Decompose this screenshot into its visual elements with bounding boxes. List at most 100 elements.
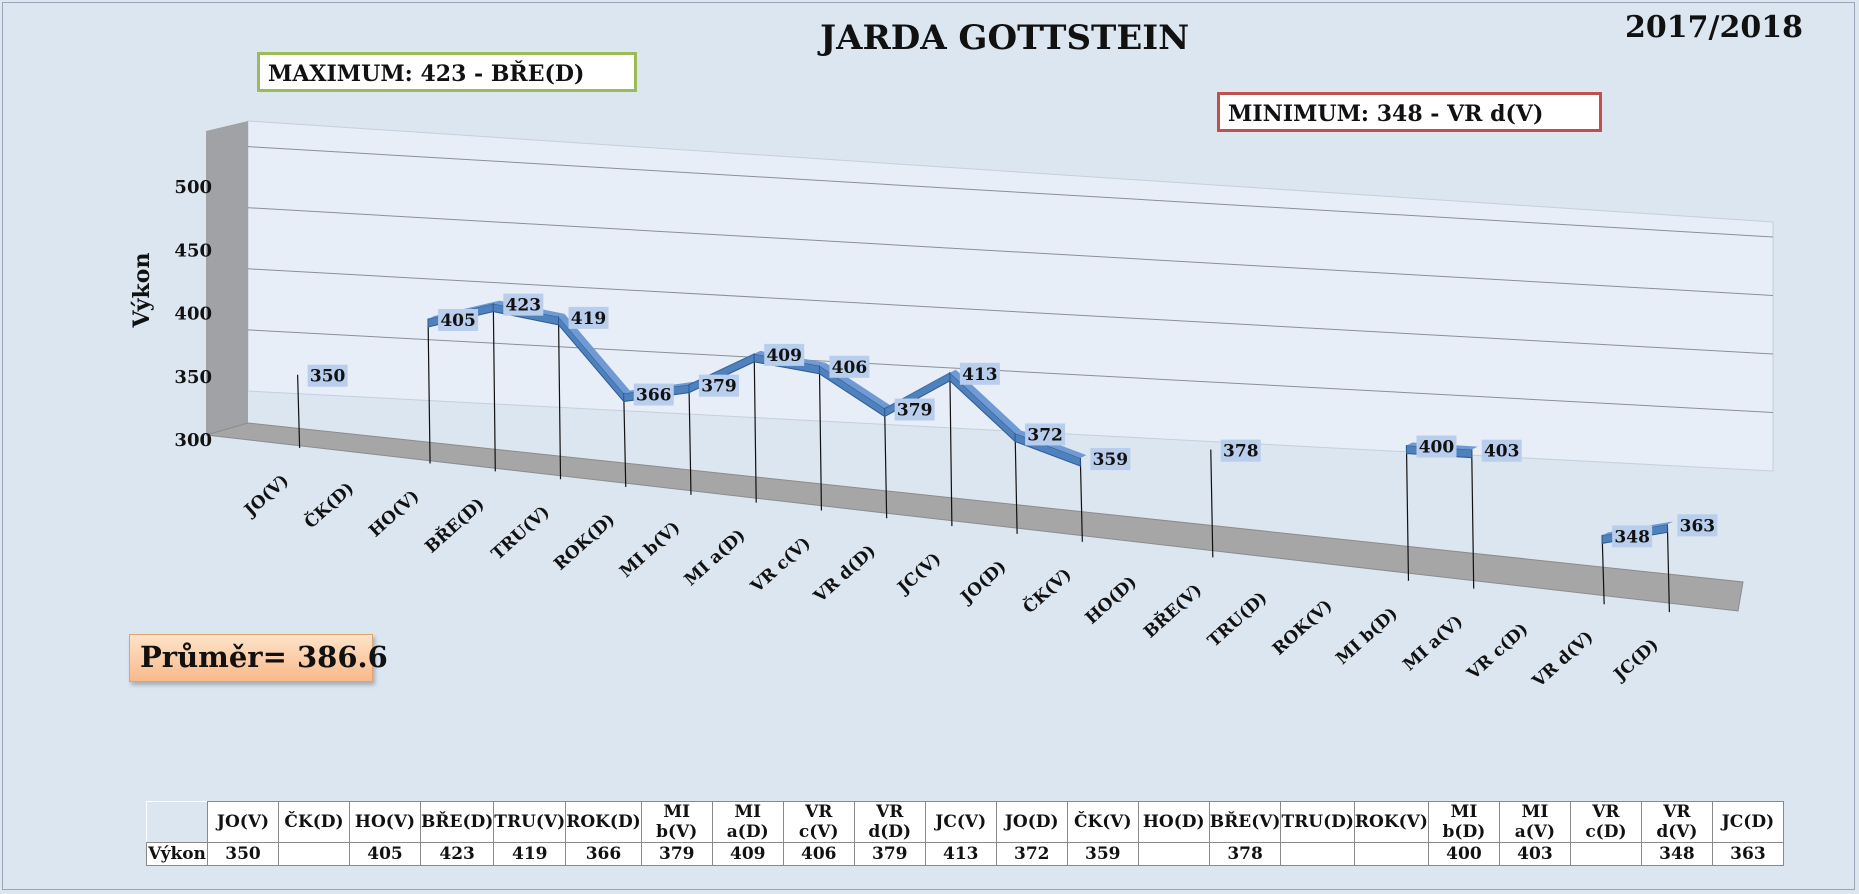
data-table-row-label: Výkon <box>146 842 208 866</box>
y-tick-label: 400 <box>174 304 212 325</box>
data-table-value-cell: 350 <box>207 842 279 866</box>
gridlines <box>247 146 1774 413</box>
data-table: JO(V) ČK(D) HO(V) BŘE(D) TRU(V) ROK(D) MI b(V)… <box>146 801 1784 866</box>
data-label-bg <box>1612 525 1653 548</box>
gridline <box>247 268 1774 355</box>
x-tick-label: VR c(D) <box>1463 619 1532 684</box>
x-tick-label: MI a(D) <box>681 525 750 590</box>
data-label-bg <box>633 383 674 406</box>
drop-line <box>492 303 496 472</box>
data-table-value-cell: 413 <box>924 842 997 866</box>
drop-line <box>1666 524 1670 613</box>
data-table-header-cell: VR d(V) <box>1640 801 1713 843</box>
data-label-bg <box>1025 423 1066 446</box>
minimum-box: MINIMUM: 348 - VR d(V) <box>1217 92 1602 132</box>
maximum-box: MAXIMUM: 423 - BŘE(D) <box>257 52 637 92</box>
series-segment-top <box>558 313 630 394</box>
data-label: 350 <box>310 367 346 387</box>
data-label: 372 <box>1027 425 1063 445</box>
drop-line <box>753 353 757 503</box>
data-label: 413 <box>962 365 998 385</box>
data-table-value-cell: 363 <box>1711 842 1784 866</box>
data-label: 423 <box>506 296 542 316</box>
x-tick-label: BŘE(D) <box>421 493 489 557</box>
x-tick-label: JC(V) <box>893 549 946 599</box>
y-tick-label: 350 <box>174 367 212 388</box>
data-label: 405 <box>440 311 476 331</box>
x-tick-label: HO(D) <box>1082 572 1141 628</box>
data-table-value-cell: 378 <box>1208 842 1282 866</box>
drop-line <box>1210 449 1214 558</box>
drop-line <box>427 318 431 464</box>
x-tick-label: ROK(V) <box>1269 596 1337 660</box>
x-tick-label: TRU(V) <box>488 502 554 564</box>
data-table-header-cell: MI a(D) <box>711 801 784 843</box>
data-label: 378 <box>1223 442 1259 462</box>
data-table-header-cell: MI a(V) <box>1498 801 1571 843</box>
data-table-header-cell: JC(D) <box>1711 801 1784 843</box>
data-table-value-cell: 372 <box>995 842 1068 866</box>
data-label-bg <box>959 362 1000 385</box>
data-table-value-cell: 405 <box>349 842 421 866</box>
gridline <box>247 207 1774 296</box>
data-table-header-cell: MI b(D) <box>1427 801 1500 843</box>
gridline <box>247 329 1774 413</box>
data-label: 359 <box>1093 450 1129 470</box>
data-table-value-cell: 419 <box>493 842 567 866</box>
data-table-header-cell: ČK(V) <box>1066 801 1139 843</box>
data-table-value-cell: 403 <box>1498 842 1571 866</box>
data-table-value-cell <box>1280 842 1355 866</box>
x-tick-label: TRU(D) <box>1204 588 1271 651</box>
data-label: 366 <box>636 386 672 406</box>
drop-line <box>1405 445 1410 581</box>
data-table-value-cell <box>1569 842 1642 866</box>
drop-line <box>297 374 301 448</box>
data-table-header-cell: HO(V) <box>349 801 421 843</box>
data-label: 348 <box>1614 527 1650 547</box>
data-label-bg <box>1090 448 1131 471</box>
data-label: 379 <box>701 377 737 397</box>
data-table-header-cell: BŘE(D) <box>419 801 495 843</box>
chart-title: JARDA GOTTSTEIN <box>820 18 1190 58</box>
data-table-value-cell <box>1353 842 1429 866</box>
data-table-header-cell: BŘE(V) <box>1208 801 1282 843</box>
drop-line <box>1601 535 1605 605</box>
x-tick-label: VR d(V) <box>1528 627 1597 692</box>
data-table-header-cell: TRU(V) <box>493 801 567 843</box>
average-box: Průměr= 386.6 <box>129 634 388 682</box>
data-table-value-cell <box>1137 842 1210 866</box>
data-table-header-cell: HO(D) <box>1137 801 1210 843</box>
drop-line <box>949 372 953 527</box>
x-tick-label: MI b(D) <box>1332 604 1401 669</box>
drop-line <box>688 384 692 495</box>
drop-lines <box>297 303 1670 613</box>
data-table-header-cell: JO(V) <box>207 801 279 843</box>
data-label-bg <box>829 355 870 378</box>
drop-line <box>623 393 627 488</box>
x-tick-label: MI a(V) <box>1399 611 1467 675</box>
data-table-header-cell: JC(V) <box>924 801 997 843</box>
data-table-value-cell: 348 <box>1640 842 1713 866</box>
data-label-bg <box>1677 514 1718 537</box>
data-table-header-cell: VR d(D) <box>853 801 926 843</box>
y-tick-label: 300 <box>174 430 212 451</box>
data-label-bg <box>698 374 739 397</box>
data-table-header-cell: VR c(V) <box>782 801 855 843</box>
data-table-header-cell: TRU(D) <box>1280 801 1355 843</box>
back-wall <box>247 120 1774 472</box>
data-table-value-cell: 379 <box>640 842 713 866</box>
side-wall <box>206 121 248 435</box>
data-label-bg <box>1220 439 1261 462</box>
data-label: 379 <box>897 401 933 421</box>
data-table-value-cell: 423 <box>419 842 495 866</box>
data-table-header-cell: ROK(V) <box>1353 801 1429 843</box>
drop-line <box>1014 433 1018 534</box>
y-tick-label: 450 <box>174 240 212 261</box>
x-tick-label: VR d(D) <box>809 541 880 607</box>
data-labels: 350 405 423 419 366 379 409 406 379 413 372 359 378 4… <box>307 293 1718 548</box>
data-table-value-cell: 400 <box>1427 842 1500 866</box>
x-tick-label: JC(D) <box>1609 635 1663 686</box>
data-table-corner <box>146 801 208 843</box>
